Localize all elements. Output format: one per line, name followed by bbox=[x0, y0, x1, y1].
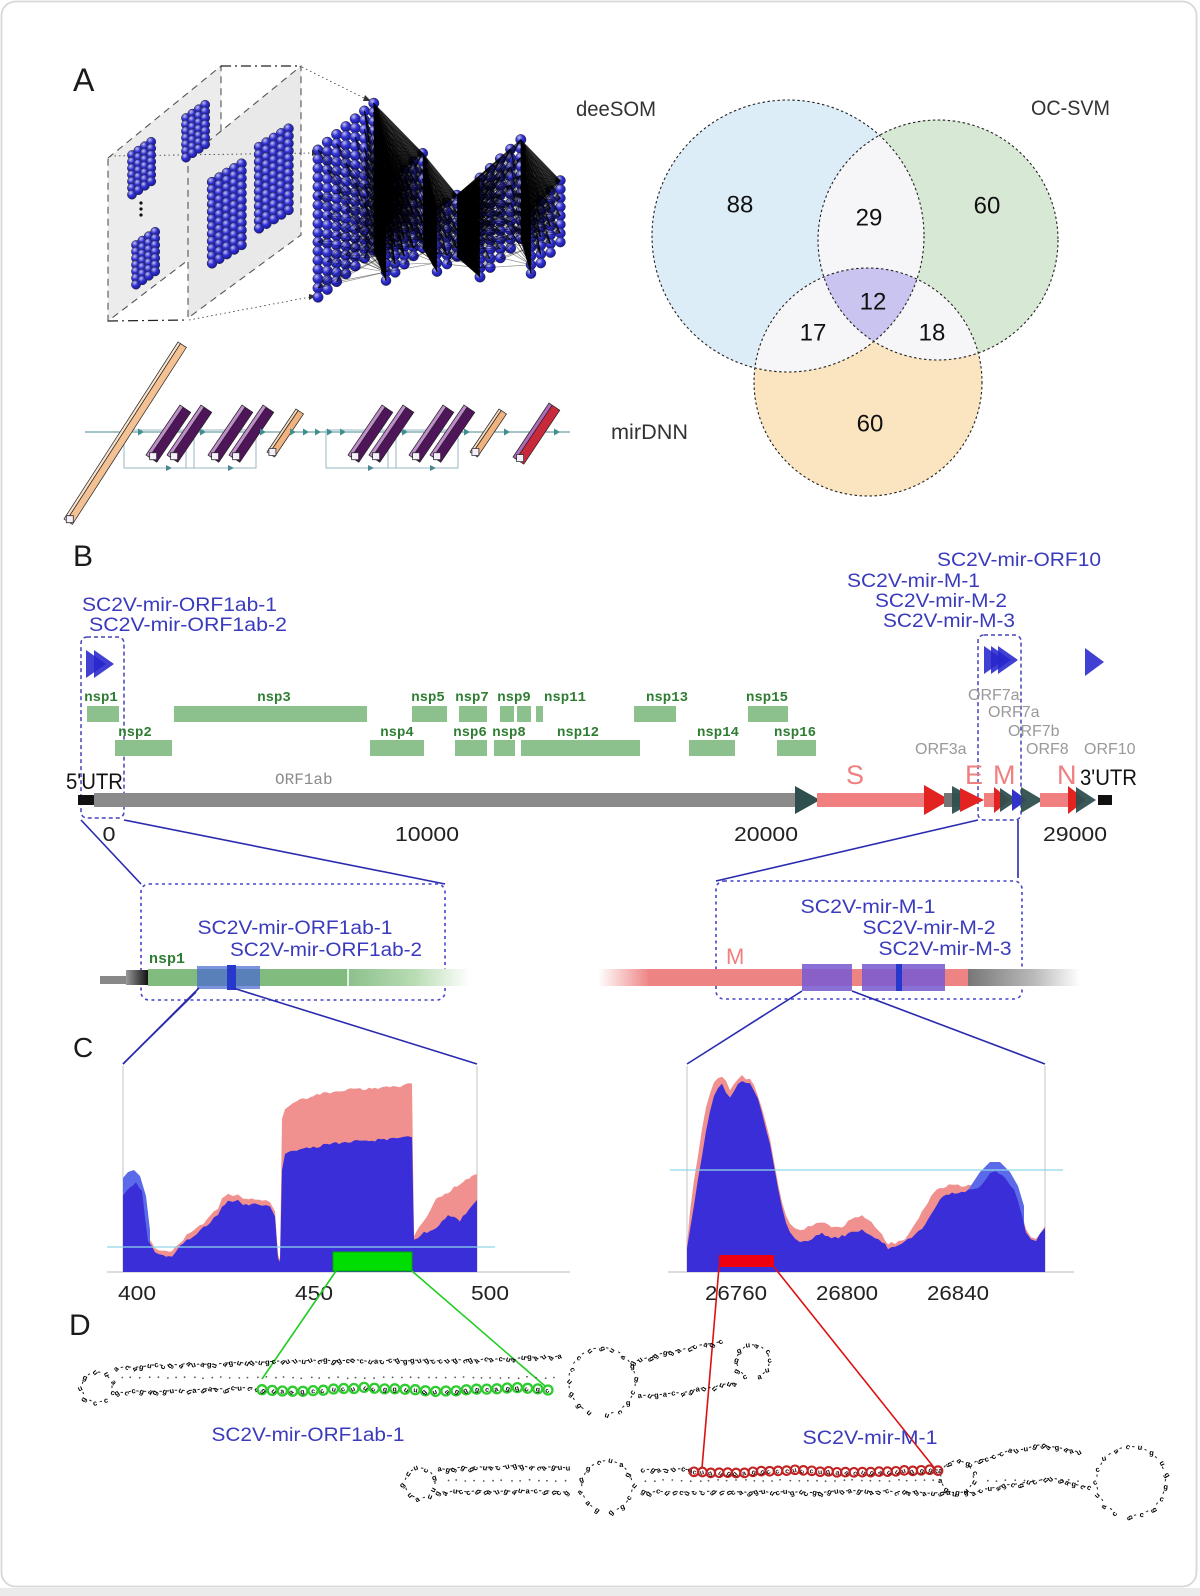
svg-text:18: 18 bbox=[919, 320, 946, 347]
svg-text:nsp3: nsp3 bbox=[257, 690, 291, 706]
svg-text:nsp8: nsp8 bbox=[492, 725, 526, 741]
svg-text:u: u bbox=[818, 1469, 823, 1476]
svg-text:nsp13: nsp13 bbox=[646, 690, 688, 706]
svg-text:12: 12 bbox=[860, 289, 887, 316]
svg-text:10000: 10000 bbox=[395, 824, 459, 846]
svg-text:u: u bbox=[413, 1387, 418, 1394]
svg-text:26760: 26760 bbox=[705, 1283, 767, 1305]
svg-text:29: 29 bbox=[856, 205, 883, 232]
svg-text:nsp7: nsp7 bbox=[455, 690, 489, 706]
svg-text:nsp2: nsp2 bbox=[118, 725, 152, 741]
svg-text:SC2V-mir-M-3: SC2V-mir-M-3 bbox=[883, 610, 1015, 632]
svg-text:OC-SVM: OC-SVM bbox=[1031, 97, 1110, 120]
svg-text:E: E bbox=[965, 760, 983, 790]
svg-text:ORF3a: ORF3a bbox=[915, 741, 967, 758]
svg-text:nsp1: nsp1 bbox=[84, 690, 118, 706]
svg-text:a: a bbox=[280, 1388, 285, 1395]
svg-text:SC2V-mir-ORF1ab-1: SC2V-mir-ORF1ab-1 bbox=[212, 1425, 405, 1446]
svg-text:ORF7a: ORF7a bbox=[988, 704, 1040, 721]
svg-text:ORF7a: ORF7a bbox=[968, 687, 1020, 704]
svg-text:c: c bbox=[681, 1464, 686, 1473]
svg-text:g: g bbox=[323, 1355, 328, 1364]
svg-text:ORF10: ORF10 bbox=[1084, 741, 1136, 758]
svg-text:nsp14: nsp14 bbox=[697, 725, 739, 741]
svg-text:nsp11: nsp11 bbox=[544, 690, 586, 706]
svg-text:u: u bbox=[988, 1484, 993, 1493]
svg-text:26840: 26840 bbox=[927, 1283, 989, 1305]
svg-text:nsp6: nsp6 bbox=[453, 725, 487, 741]
svg-text:nsp4: nsp4 bbox=[380, 725, 414, 741]
svg-text:nsp12: nsp12 bbox=[557, 725, 599, 741]
svg-text:20000: 20000 bbox=[734, 824, 798, 846]
svg-text:ORF7b: ORF7b bbox=[1008, 723, 1060, 740]
svg-text:N: N bbox=[1057, 760, 1077, 790]
svg-text:nsp5: nsp5 bbox=[411, 690, 445, 706]
svg-text:mirDNN: mirDNN bbox=[611, 421, 688, 444]
svg-text:SC2V-mir-M-2: SC2V-mir-M-2 bbox=[875, 590, 1007, 612]
svg-text:u: u bbox=[565, 1464, 570, 1473]
svg-text:500: 500 bbox=[471, 1283, 509, 1305]
svg-text:M: M bbox=[993, 760, 1016, 790]
svg-text:D: D bbox=[69, 1309, 91, 1342]
svg-text:g: g bbox=[392, 1386, 397, 1393]
svg-text:17: 17 bbox=[800, 320, 827, 347]
svg-text:88: 88 bbox=[727, 192, 754, 219]
svg-text:400: 400 bbox=[118, 1283, 156, 1305]
svg-text:SC2V-mir-ORF1ab-1: SC2V-mir-ORF1ab-1 bbox=[82, 594, 277, 616]
svg-text:SC2V-mir-M-1: SC2V-mir-M-1 bbox=[803, 1428, 938, 1449]
svg-text:SC2V-mir-ORF10: SC2V-mir-ORF10 bbox=[937, 549, 1101, 571]
svg-text:u: u bbox=[783, 1487, 788, 1496]
svg-text:ORF1ab: ORF1ab bbox=[275, 771, 333, 789]
svg-text:nsp15: nsp15 bbox=[746, 690, 788, 706]
svg-text:26800: 26800 bbox=[816, 1283, 878, 1305]
svg-text:3'UTR: 3'UTR bbox=[1080, 765, 1137, 790]
svg-text:B: B bbox=[73, 540, 93, 573]
svg-text:M: M bbox=[726, 944, 744, 969]
svg-text:ORF8: ORF8 bbox=[1026, 741, 1069, 758]
svg-text:C: C bbox=[73, 1032, 93, 1063]
svg-text:SC2V-mir-ORF1ab-2: SC2V-mir-ORF1ab-2 bbox=[89, 614, 287, 636]
svg-text:c: c bbox=[311, 1388, 315, 1395]
svg-text:SC2V-mir-M-2: SC2V-mir-M-2 bbox=[863, 918, 996, 939]
svg-text:SC2V-mir-M-1: SC2V-mir-M-1 bbox=[801, 897, 936, 918]
svg-text:nsp9: nsp9 bbox=[497, 690, 531, 706]
svg-text:60: 60 bbox=[974, 193, 1001, 220]
svg-text:0: 0 bbox=[103, 824, 116, 846]
svg-text:60: 60 bbox=[857, 411, 884, 438]
svg-text:SC2V-mir-ORF1ab-2: SC2V-mir-ORF1ab-2 bbox=[230, 940, 422, 961]
svg-text:g: g bbox=[536, 1386, 541, 1393]
svg-text:nsp16: nsp16 bbox=[774, 725, 816, 741]
svg-text:SC2V-mir-M-1: SC2V-mir-M-1 bbox=[847, 570, 980, 592]
svg-text:c: c bbox=[359, 1356, 363, 1365]
svg-text:deeSOM: deeSOM bbox=[576, 98, 656, 121]
svg-text:SC2V-mir-ORF1ab-1: SC2V-mir-ORF1ab-1 bbox=[198, 918, 393, 939]
svg-text:29000: 29000 bbox=[1043, 824, 1107, 846]
svg-text:A: A bbox=[73, 62, 95, 98]
svg-text:SC2V-mir-M-3: SC2V-mir-M-3 bbox=[879, 939, 1012, 960]
svg-text:nsp1: nsp1 bbox=[149, 951, 185, 968]
svg-text:S: S bbox=[846, 760, 864, 790]
svg-text:5'UTR: 5'UTR bbox=[66, 769, 123, 794]
